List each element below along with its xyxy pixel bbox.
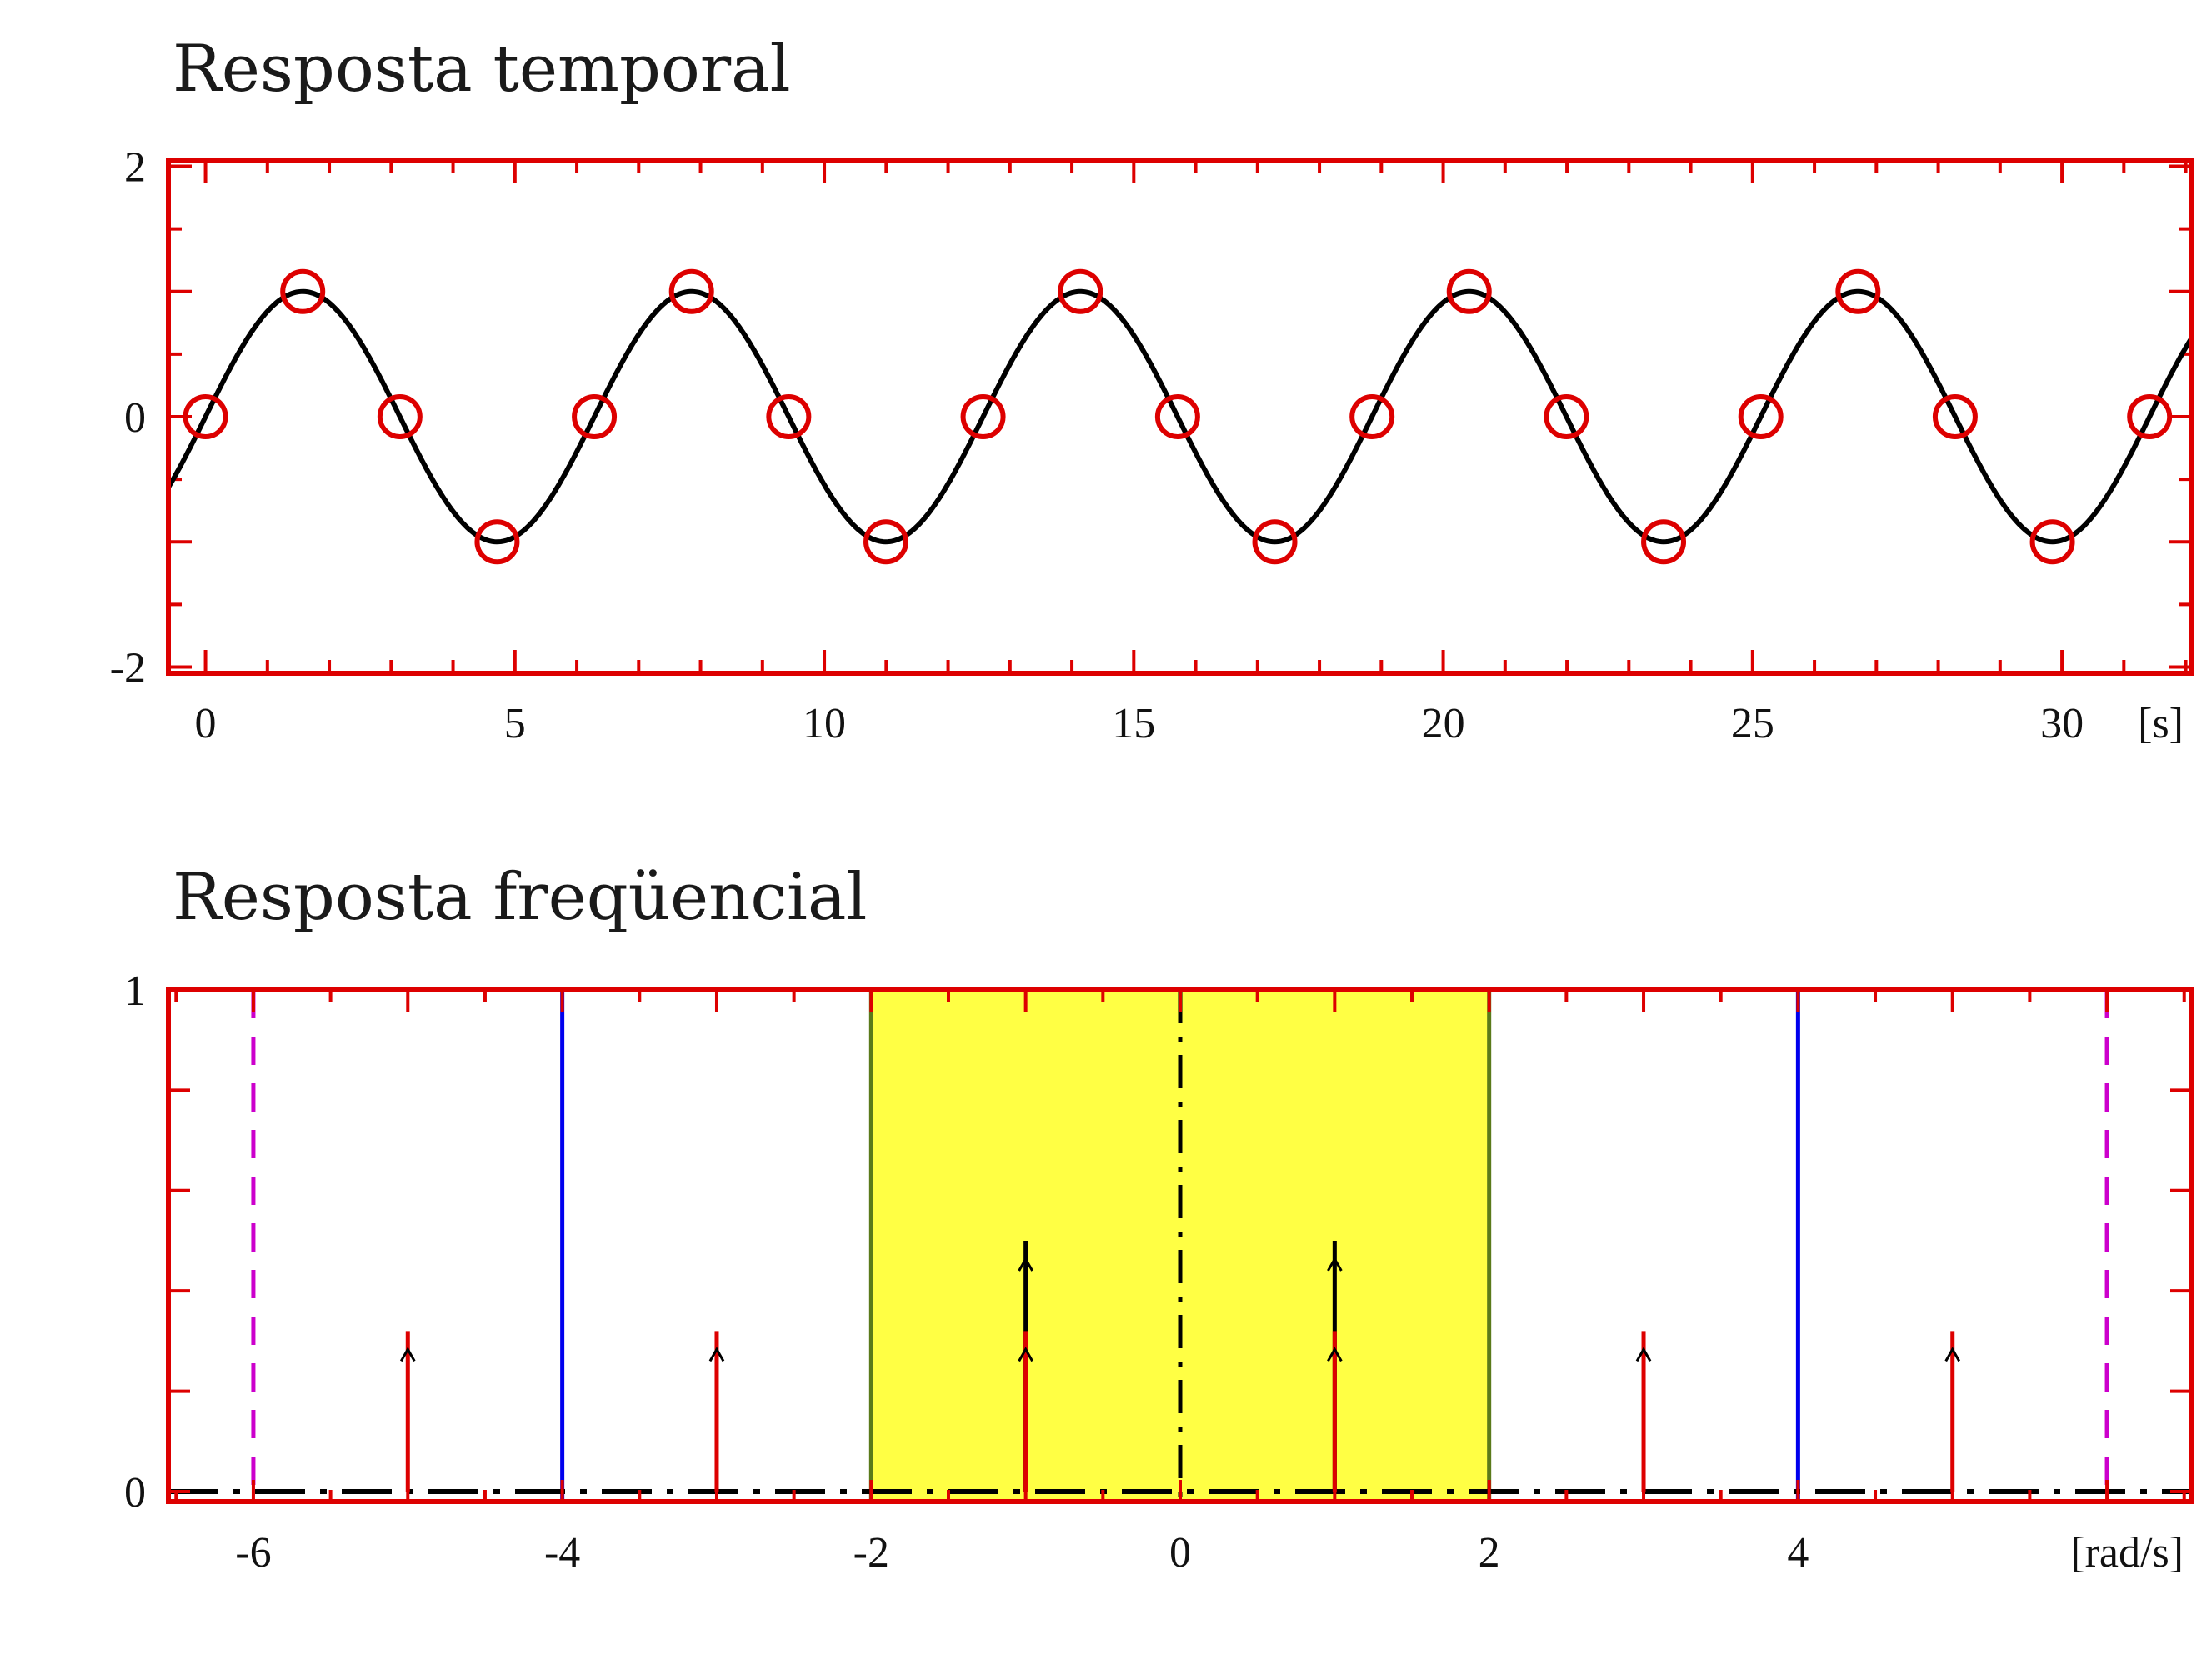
impulse-red-arrowhead [1327,1347,1343,1362]
y-tick-label: 1 [124,968,146,1015]
x-tick-label: 30 [2040,700,2084,748]
sample-marker [863,519,909,565]
impulse-red-arrowhead [708,1347,725,1362]
impulse-black-arrowhead [1018,1256,1033,1272]
time-chart-frame [166,158,2194,676]
sample-marker [377,394,423,439]
sample-marker [1154,394,1200,439]
sample-marker [183,394,228,439]
time-chart-plot: 0 5 10 15 20 25 30 -2 0 2 [s] [110,144,2194,748]
x-axis-label: [s] [2138,700,2184,748]
sample-marker [1641,519,1687,565]
freq-chart-title: Resposta freqüencial [173,860,868,935]
sample-marker [474,519,520,565]
impulse-red-arrowhead [399,1347,416,1362]
sample-marker [1932,394,1978,439]
impulse-red-arrowhead [1018,1347,1033,1362]
y-tick-label: 0 [124,1469,146,1517]
x-tick-label: 10 [803,700,846,748]
impulse-black-arrowhead [1327,1256,1343,1272]
x-tick-label: 25 [1731,700,1774,748]
sample-marker [1544,394,1589,439]
sample-marker [1058,268,1103,314]
x-tick-label: 0 [1169,1529,1191,1577]
sample-marker [1835,268,1881,314]
impulse-red-arrowhead [1944,1347,1961,1362]
x-tick-label: -6 [235,1529,271,1577]
sample-marker [960,394,1006,439]
sample-marker [2029,519,2075,565]
freq-chart-frame [166,988,2194,1504]
x-tick-label: 15 [1112,700,1155,748]
sample-marker [280,268,326,314]
y-tick-label: 2 [124,144,146,192]
sample-marker [2127,394,2173,439]
x-tick-label: 0 [195,700,217,748]
sample-marker [766,394,812,439]
impulse-red-arrowhead [1635,1347,1652,1362]
x-tick-label: -4 [544,1529,580,1577]
sample-marker [572,394,618,439]
sample-marker [1349,394,1395,439]
x-tick-label: 5 [504,700,526,748]
sine-curve-series [166,288,2194,545]
x-tick-label: 2 [1479,1529,1500,1577]
x-tick-label: -2 [853,1529,889,1577]
sample-marker [1446,268,1492,314]
y-tick-label: -2 [110,644,146,692]
time-chart-title: Resposta temporal [173,32,791,107]
sample-marker [1738,394,1784,439]
x-tick-label: 20 [1422,700,1465,748]
x-axis-label: [rad/s] [2070,1529,2184,1577]
freq-chart-plot: -6 -4 -2 0 2 4 0 1 [rad/s] [124,968,2194,1577]
y-tick-label: 0 [124,394,146,442]
sample-marker [668,268,714,314]
sample-marker [1252,519,1298,565]
x-tick-label: 4 [1787,1529,1809,1577]
